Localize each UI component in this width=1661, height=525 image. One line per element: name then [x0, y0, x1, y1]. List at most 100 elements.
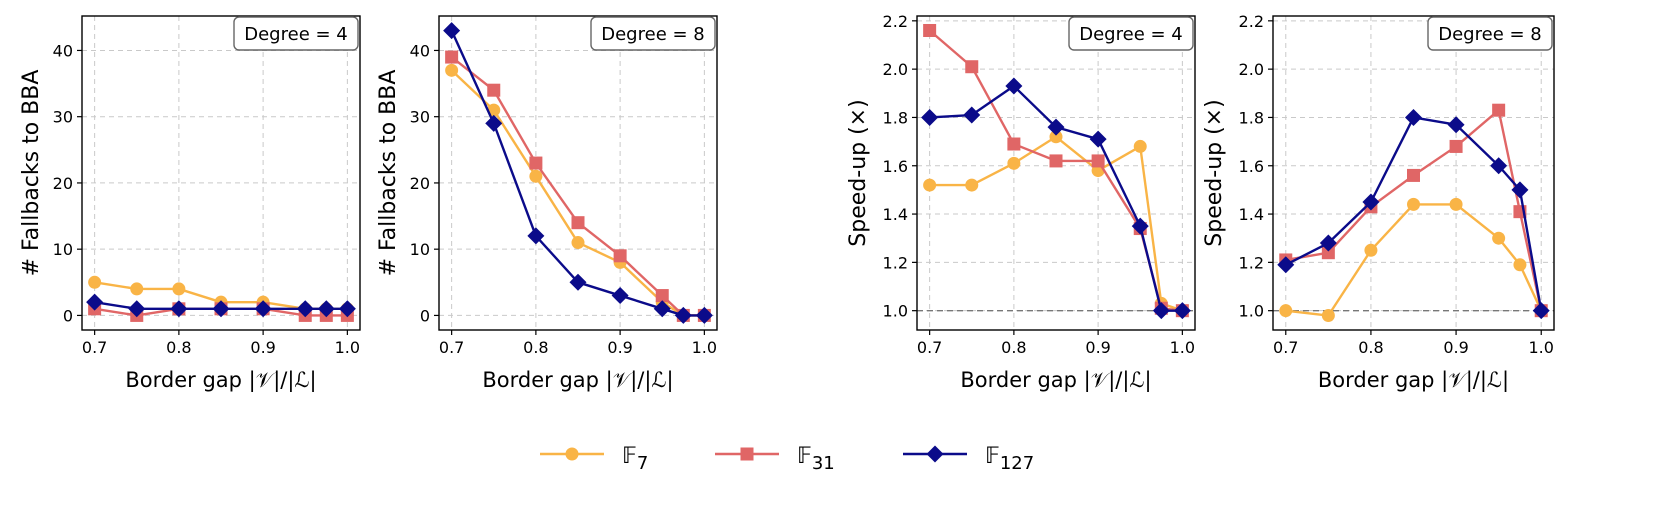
degree-badge — [1068, 16, 1194, 51]
y-tick-label: 1.4 — [883, 205, 908, 224]
legend-marker — [926, 445, 944, 463]
data-point-f127 — [86, 293, 104, 311]
x-tick-label: 0.7 — [917, 338, 942, 357]
y-tick-label: 1.8 — [883, 108, 908, 127]
data-point-f127 — [527, 227, 545, 245]
data-point-f127 — [1005, 77, 1023, 95]
data-point-f7 — [1492, 231, 1506, 245]
y-tick-label: 1.0 — [1239, 302, 1264, 321]
data-point-f31 — [1407, 168, 1420, 182]
axes-frame — [81, 15, 361, 331]
series-line-f127 — [929, 84, 1183, 312]
data-point-f7 — [1007, 156, 1021, 170]
x-tick-label: 0.7 — [439, 338, 464, 357]
legend-entry-f127: 𝔽127 — [903, 444, 1034, 474]
data-point-f127 — [921, 108, 939, 126]
data-point-f7 — [1133, 139, 1147, 153]
y-tick-label: 30 — [53, 108, 73, 127]
chart-panel-2: 0.7 0.8 0.9 1.0 0 10 20 30 40 Border gap |𝒱|/|ℒ| #… — [376, 15, 718, 393]
data-point-f7 — [1513, 258, 1527, 272]
data-point-f127 — [1532, 302, 1550, 320]
data-point-f127 — [443, 22, 461, 40]
data-point-f127 — [1447, 116, 1465, 134]
data-point-f7 — [130, 282, 144, 296]
y-tick-label: 1.6 — [883, 157, 908, 176]
data-point-f127 — [674, 306, 692, 324]
x-tick-label: 0.7 — [82, 338, 107, 357]
data-point-f127 — [212, 300, 230, 318]
series-line-f127 — [450, 30, 705, 317]
data-point-f31 — [1049, 154, 1063, 168]
x-tick-label: 1.0 — [1170, 338, 1195, 357]
x-axis-label: Border gap |𝒱|/|ℒ| — [960, 368, 1151, 393]
legend: 𝔽7 𝔽31 𝔽127 — [540, 444, 1034, 474]
x-axis-label: Border gap |𝒱|/|ℒ| — [125, 368, 316, 393]
x-tick-label: 1.0 — [1529, 338, 1554, 357]
data-point-f127 — [485, 114, 503, 132]
x-tick-label: 0.7 — [1273, 338, 1298, 357]
data-point-f7 — [1321, 309, 1335, 323]
data-point-f127 — [254, 300, 272, 318]
data-point-f7 — [1407, 197, 1420, 211]
y-tick-label: 10 — [410, 240, 430, 259]
data-point-f127 — [1173, 302, 1191, 320]
x-tick-label: 0.9 — [250, 338, 275, 357]
data-point-f31 — [529, 156, 543, 170]
data-point-f127 — [695, 306, 713, 324]
data-point-f127 — [1047, 118, 1065, 136]
data-point-f127 — [317, 300, 335, 318]
y-tick-label: 40 — [53, 41, 73, 60]
data-point-f7 — [1364, 243, 1378, 257]
axes-frame — [916, 15, 1196, 331]
data-point-f31 — [1091, 154, 1105, 168]
degree-badge — [233, 16, 359, 51]
data-point-f7 — [1049, 130, 1063, 144]
data-point-f31 — [1321, 246, 1335, 260]
data-point-f7 — [1279, 304, 1293, 318]
data-point-f127 — [1277, 256, 1295, 274]
degree-badge-label: Degree = 4 — [1079, 24, 1183, 45]
data-point-f31 — [965, 60, 979, 74]
y-tick-label: 0 — [420, 306, 430, 325]
data-point-f127 — [963, 106, 981, 124]
y-tick-label: 1.2 — [1239, 253, 1264, 272]
data-point-f31 — [1449, 139, 1463, 153]
y-tick-label: 30 — [410, 108, 430, 127]
y-axis-label: # Fallbacks to BBA — [376, 70, 401, 277]
y-tick-label: 1.2 — [883, 253, 908, 272]
legend-entry-f31: 𝔽31 — [715, 444, 835, 474]
data-point-f7 — [571, 236, 585, 250]
y-tick-label: 2.0 — [1239, 60, 1264, 79]
data-point-f127 — [569, 273, 587, 291]
y-tick-label: 1.4 — [1239, 205, 1264, 224]
data-point-f127 — [338, 300, 356, 318]
data-point-f31 — [445, 50, 459, 64]
degree-badge-label: Degree = 4 — [244, 24, 348, 45]
x-tick-label: 1.0 — [335, 338, 360, 357]
y-tick-label: 0 — [63, 306, 73, 325]
data-point-f7 — [88, 275, 102, 289]
x-tick-label: 0.9 — [1443, 338, 1468, 357]
y-tick-label: 1.8 — [1239, 108, 1264, 127]
x-axis-label: Border gap |𝒱|/|ℒ| — [1318, 368, 1509, 393]
data-point-f127 — [1319, 234, 1337, 252]
data-point-f127 — [1152, 302, 1170, 320]
data-point-f31 — [655, 289, 669, 303]
data-point-f127 — [611, 287, 629, 305]
y-tick-label: 1.6 — [1239, 157, 1264, 176]
data-point-f31 — [487, 83, 501, 97]
legend-label: 𝔽127 — [985, 444, 1034, 474]
y-axis-label: Speed-up (×) — [846, 99, 871, 246]
y-tick-label: 2.2 — [1239, 12, 1264, 31]
data-point-f127 — [1131, 217, 1149, 235]
y-tick-label: 2.0 — [883, 60, 908, 79]
y-tick-label: 20 — [53, 174, 73, 193]
data-point-f7 — [529, 169, 543, 183]
data-point-f127 — [1511, 181, 1529, 199]
data-point-f7 — [923, 178, 937, 192]
data-point-f127 — [1405, 108, 1422, 126]
x-tick-label: 0.8 — [1358, 338, 1383, 357]
y-axis-label: Speed-up (×) — [1202, 99, 1227, 246]
legend-label: 𝔽31 — [797, 444, 835, 474]
data-point-f127 — [1362, 193, 1380, 211]
